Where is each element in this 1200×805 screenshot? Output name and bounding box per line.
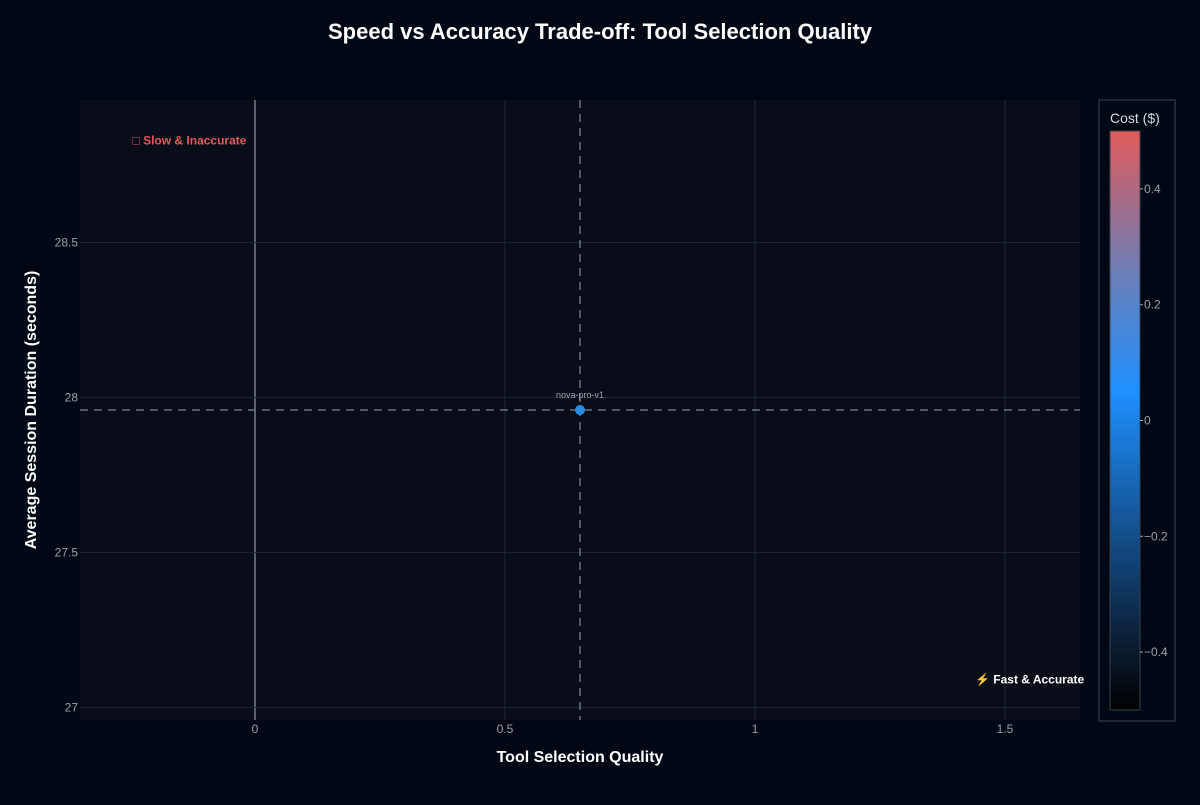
data-marks: nova-pro-v1 — [556, 390, 604, 415]
data-point — [575, 405, 585, 415]
colorbar: Cost ($) 0.4 0.2 0 −0.2 −0.4 — [1098, 99, 1176, 722]
y-tick-label: 28 — [65, 391, 79, 405]
colorbar-gradient — [1109, 130, 1141, 711]
x-tick-label: 0.5 — [497, 722, 514, 736]
y-tick-label: 27.5 — [55, 546, 79, 560]
point-label: nova-pro-v1 — [556, 390, 604, 400]
colorbar-tick-label: 0.4 — [1144, 182, 1161, 196]
y-axis-title: Average Session Duration (seconds) — [23, 271, 40, 550]
colorbar-tick-label: −0.4 — [1144, 645, 1168, 659]
x-tick-label: 1 — [752, 722, 759, 736]
y-tick-label: 28.5 — [55, 236, 79, 250]
colorbar-tick-label: 0 — [1144, 414, 1151, 428]
x-tick-label: 1.5 — [997, 722, 1014, 736]
colorbar-ticks: 0.4 0.2 0 −0.2 −0.4 — [1140, 182, 1168, 659]
chart-title: Speed vs Accuracy Trade-off: Tool Select… — [328, 19, 873, 44]
tick-labels: 0 0.5 1 1.5 27 27.5 28 28.5 — [55, 236, 1014, 736]
colorbar-title: Cost ($) — [1110, 110, 1160, 126]
y-tick-label: 27 — [65, 701, 79, 715]
annotation-fast-accurate: ⚡ Fast & Accurate — [975, 673, 1085, 687]
colorbar-tick-label: −0.2 — [1144, 529, 1168, 543]
annotation-slow-inaccurate: □ Slow & Inaccurate — [133, 133, 247, 147]
colorbar-frame — [1098, 99, 1176, 722]
colorbar-tick-label: 0.2 — [1144, 298, 1161, 312]
annotations: □ Slow & Inaccurate ⚡ Fast & Accurate — [133, 133, 1085, 686]
x-tick-label: 0 — [252, 722, 259, 736]
x-axis-title: Tool Selection Quality — [497, 749, 664, 766]
